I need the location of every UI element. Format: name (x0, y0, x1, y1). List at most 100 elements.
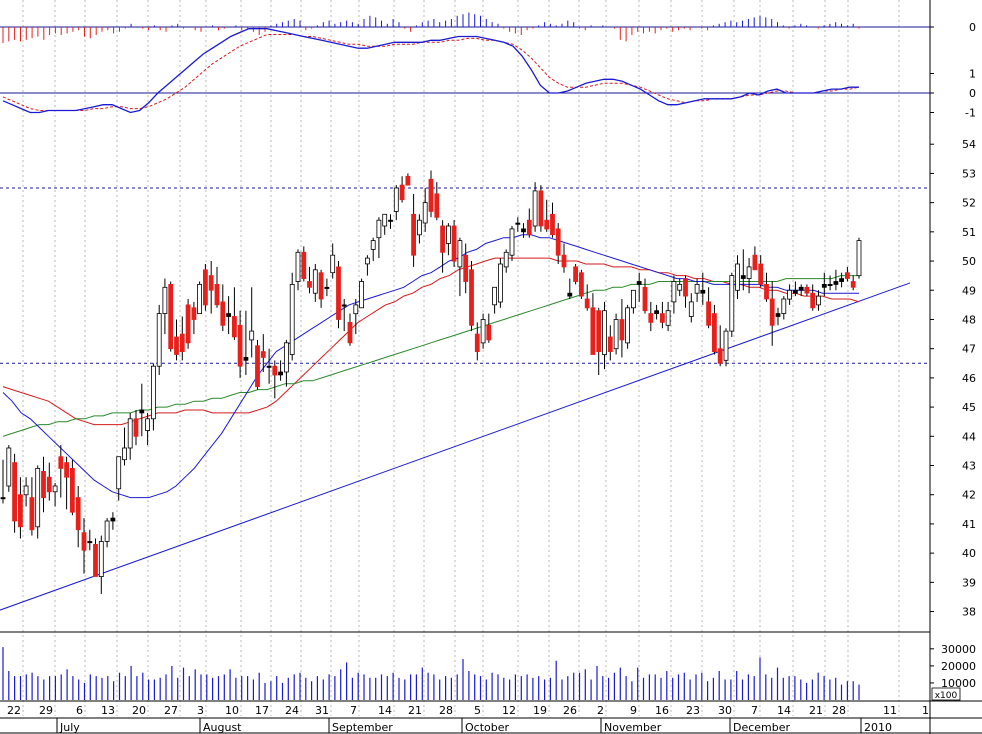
candle-body-47 (272, 365, 278, 376)
price-tick-label-16: 54 (962, 138, 976, 151)
candle-45 (260, 334, 266, 372)
x-tick-label-13: 21 (408, 704, 422, 717)
candle-body-141 (816, 295, 821, 306)
candle-99 (573, 264, 578, 285)
candle-55 (318, 269, 324, 308)
candle-body-22 (127, 418, 133, 449)
candle-body-111 (642, 286, 648, 312)
candle-body-138 (798, 286, 804, 291)
candle-44 (255, 339, 260, 390)
candle-104 (602, 301, 607, 370)
candle-115 (665, 301, 671, 332)
candle-53 (307, 266, 312, 294)
candle-85 (492, 286, 498, 314)
x-tick-label-15: 5 (474, 704, 481, 717)
candle-body-10 (58, 456, 64, 469)
candle-50 (289, 272, 295, 361)
candle-64 (370, 237, 376, 261)
candle-body-96 (555, 228, 561, 256)
candle-23 (133, 410, 139, 446)
candle-body-63 (364, 257, 370, 265)
candle-6 (35, 465, 41, 539)
candle-body-30 (174, 336, 179, 355)
candle-body-1 (6, 447, 12, 487)
candle-body-35 (202, 269, 208, 306)
candle-139 (804, 284, 810, 297)
candle-body-38 (220, 301, 226, 326)
candle-body-39 (226, 313, 232, 317)
price-tick-label-7: 45 (962, 401, 976, 414)
candle-body-127 (735, 263, 740, 291)
price-tick-label-6: 44 (962, 430, 976, 443)
price-tick-label-14: 52 (962, 197, 976, 210)
candle-27 (156, 304, 162, 375)
candle-body-67 (388, 219, 393, 222)
candle-80 (463, 243, 469, 294)
candle-body-140 (810, 292, 816, 309)
candle-body-82 (474, 333, 480, 353)
candle-body-116 (671, 281, 677, 303)
candle-body-44 (255, 345, 260, 388)
candle-113 (654, 304, 659, 320)
x-tick-label-7: 10 (225, 704, 239, 717)
candle-body-77 (445, 225, 451, 244)
candle-34 (197, 281, 203, 314)
x-tick-label-last: 1 (922, 704, 929, 717)
candle-body-83 (480, 319, 486, 344)
candle-body-128 (740, 275, 746, 279)
candle-145 (839, 272, 844, 288)
x-tick-label-26: 21 (809, 704, 823, 717)
x-tick-label-24: 7 (751, 704, 758, 717)
candle-body-137 (793, 289, 798, 294)
candle-body-122 (706, 301, 711, 326)
candle-body-113 (654, 310, 659, 315)
candle-122 (706, 287, 711, 329)
candle-7 (41, 456, 46, 513)
price-tick-label-4: 42 (962, 489, 976, 502)
candle-41 (237, 310, 243, 378)
candle-82 (474, 322, 480, 361)
candle-83 (480, 313, 486, 349)
candle-body-146 (845, 272, 850, 279)
candle-body-93 (538, 190, 544, 227)
volume-unit-box (931, 687, 961, 701)
candle-body-131 (758, 263, 764, 285)
candle-110 (636, 272, 642, 302)
candle-body-106 (613, 319, 619, 350)
candle-97 (561, 243, 567, 273)
candle-103 (596, 307, 602, 375)
price-tick-label-3: 41 (962, 518, 976, 531)
x-tick-label-27: 28 (832, 704, 846, 717)
candle-body-6 (35, 467, 41, 528)
price-tick-label-15: 53 (962, 167, 976, 180)
candle-body-88 (509, 228, 515, 256)
price-tick-label-10: 48 (962, 313, 976, 326)
candle-body-124 (717, 348, 723, 364)
x-tick-label-14: 28 (439, 704, 453, 717)
candle-109 (631, 289, 636, 314)
price-tick-label-1: 39 (962, 576, 976, 589)
candle-body-20 (116, 456, 122, 490)
candle-body-79 (457, 240, 463, 268)
candle-129 (746, 258, 752, 294)
candle-body-110 (636, 281, 642, 285)
candle-15 (87, 529, 93, 551)
candle-body-95 (550, 213, 555, 236)
candle-body-123 (712, 313, 717, 353)
candle-body-109 (631, 289, 636, 309)
candle-body-91 (526, 219, 532, 236)
candle-body-102 (590, 307, 596, 355)
ma-mid-line (2, 275, 859, 437)
candle-76 (440, 220, 446, 273)
candle-68 (393, 185, 399, 221)
candle-body-15 (87, 541, 93, 544)
candle-body-58 (336, 266, 341, 320)
candle-63 (364, 255, 370, 276)
candle-133 (769, 281, 775, 346)
x-tick-label-4: 20 (132, 704, 146, 717)
x-tick-label-25: 14 (777, 704, 791, 717)
candle-body-112 (648, 313, 654, 323)
candle-116 (671, 275, 677, 314)
candle-112 (648, 301, 654, 332)
candle-30 (174, 319, 179, 361)
